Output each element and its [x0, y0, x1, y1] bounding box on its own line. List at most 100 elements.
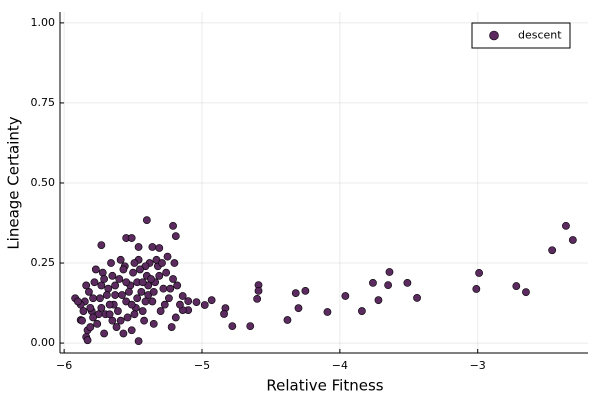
point — [86, 303, 95, 312]
point — [522, 288, 530, 297]
point — [137, 287, 146, 296]
point — [294, 304, 303, 313]
point — [82, 281, 91, 290]
point — [512, 282, 521, 290]
point — [100, 275, 109, 283]
point — [385, 268, 394, 276]
point — [89, 313, 97, 322]
point — [142, 216, 151, 225]
point — [86, 323, 95, 331]
x-tick-label: −5 — [194, 359, 210, 372]
point — [283, 316, 292, 324]
point — [160, 300, 169, 309]
point — [116, 316, 125, 325]
point — [115, 275, 124, 283]
point — [413, 294, 421, 302]
point — [147, 275, 155, 283]
point — [111, 291, 120, 299]
point — [123, 313, 132, 322]
y-tick-label: 1.00 — [31, 16, 56, 29]
point — [472, 285, 481, 293]
point — [118, 291, 126, 299]
point — [97, 303, 106, 312]
point — [384, 281, 393, 290]
point — [165, 294, 173, 303]
point — [93, 319, 102, 328]
x-tick-label: −6 — [56, 359, 72, 372]
point — [178, 292, 187, 300]
point — [85, 287, 93, 296]
point — [548, 246, 557, 255]
point — [169, 221, 177, 230]
point — [562, 221, 570, 230]
point — [323, 308, 332, 316]
point — [89, 294, 97, 303]
point — [136, 265, 144, 274]
point — [122, 278, 131, 287]
point — [148, 297, 157, 306]
point — [291, 289, 300, 298]
point — [148, 243, 157, 251]
point — [116, 255, 125, 264]
point — [167, 323, 176, 331]
point — [155, 271, 164, 280]
point — [130, 310, 139, 319]
point — [97, 281, 106, 290]
point — [341, 292, 350, 300]
point — [114, 307, 122, 315]
point — [127, 326, 136, 335]
y-tick-label: 0.50 — [31, 176, 56, 189]
point — [134, 243, 143, 251]
point — [91, 265, 100, 274]
point — [149, 287, 158, 296]
point — [220, 310, 228, 318]
point — [253, 294, 262, 303]
point — [207, 296, 216, 305]
point — [254, 286, 263, 295]
legend-box — [471, 22, 571, 49]
point — [173, 281, 182, 290]
point — [111, 281, 120, 290]
point — [74, 297, 82, 306]
point — [192, 298, 201, 306]
point — [133, 294, 142, 303]
point — [130, 259, 139, 267]
point — [141, 297, 150, 306]
point — [108, 271, 117, 280]
y-tick-label: 0.25 — [31, 256, 56, 269]
point — [104, 284, 113, 293]
point — [107, 259, 115, 267]
x-tick-label: −4 — [332, 359, 348, 372]
point — [108, 316, 117, 325]
y-tick-label: 0.75 — [31, 96, 56, 109]
point — [105, 300, 114, 309]
point — [200, 301, 209, 309]
point — [127, 300, 136, 309]
point — [90, 278, 99, 287]
point — [100, 329, 109, 338]
legend-label: descent — [518, 29, 562, 42]
point — [159, 284, 168, 293]
point — [97, 241, 106, 249]
point — [112, 323, 121, 331]
point — [374, 296, 383, 305]
legend-marker — [489, 30, 499, 41]
y-tick-label: 0.00 — [31, 336, 56, 349]
point — [475, 269, 483, 277]
point — [138, 278, 147, 287]
point — [171, 232, 180, 241]
point — [163, 252, 172, 261]
point — [156, 307, 165, 315]
point — [171, 313, 180, 322]
point — [369, 278, 377, 287]
point — [140, 316, 148, 325]
x-axis-label: Relative Fitness — [266, 377, 383, 395]
point — [102, 291, 111, 299]
y-axis-label: Lineage Certainty — [5, 116, 23, 249]
point — [228, 322, 237, 331]
point — [301, 286, 310, 295]
point — [169, 275, 177, 283]
point — [78, 316, 86, 325]
x-tick-label: −3 — [470, 359, 486, 372]
